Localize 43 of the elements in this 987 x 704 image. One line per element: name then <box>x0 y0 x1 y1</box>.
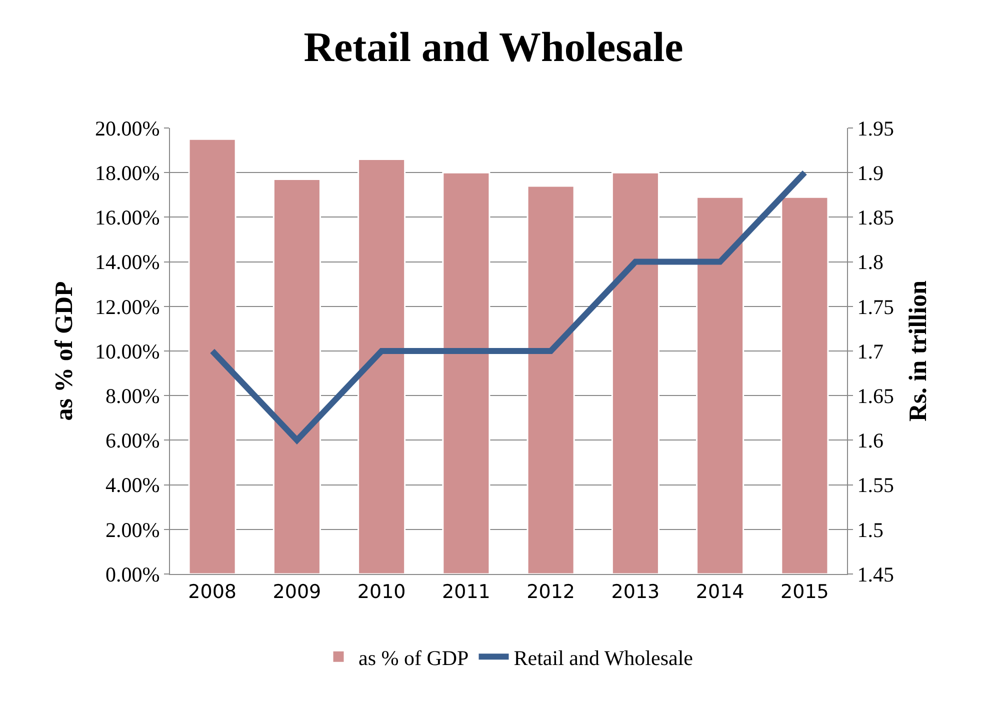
y-tick-label: 10.00% <box>95 339 160 364</box>
y-tick-label: 8.00% <box>106 384 160 408</box>
bar <box>526 185 575 574</box>
y-tick-label: 14.00% <box>95 250 160 274</box>
y2-tick-label: 1.95 <box>857 116 894 140</box>
bar <box>358 158 406 574</box>
y-tick-label: 4.00% <box>106 473 160 498</box>
y-tick-label: 20.00% <box>95 116 160 140</box>
x-tick-label: 2015 <box>780 580 829 603</box>
bar <box>696 196 744 574</box>
bar <box>611 172 660 574</box>
x-tick-label: 2013 <box>611 580 660 603</box>
x-tick-label: 2008 <box>188 580 236 603</box>
chart-title: Retail and Wholesale <box>304 25 684 72</box>
y2-axis-title: Rs. in trillion <box>904 280 932 422</box>
x-tick-label: 2011 <box>442 580 490 603</box>
y2-tick-label: 1.75 <box>857 294 894 319</box>
y2-tick-label: 1.9 <box>857 160 884 185</box>
y2-tick-label: 1.6 <box>857 428 884 453</box>
x-tick-label: 2009 <box>272 580 322 603</box>
y2-tick-label: 1.45 <box>857 562 894 586</box>
y2-tick-label: 1.65 <box>857 384 894 408</box>
y2-tick-label: 1.55 <box>857 473 894 498</box>
y2-tick-label: 1.5 <box>857 518 884 542</box>
bar <box>272 178 321 574</box>
y-axis-title: as % of GDP <box>50 281 78 421</box>
x-tick-label: 2012 <box>526 580 575 603</box>
bar <box>188 138 236 574</box>
bar <box>780 196 829 574</box>
y2-tick-label: 1.8 <box>857 250 884 274</box>
bar <box>442 172 490 574</box>
x-tick-label: 2014 <box>696 580 744 603</box>
legend-label: as % of GDP <box>358 646 469 670</box>
legend-label: Retail and Wholesale <box>514 646 693 670</box>
y-tick-label: 12.00% <box>95 294 160 319</box>
y-tick-label: 16.00% <box>95 206 160 230</box>
y-tick-label: 0.00% <box>106 562 160 586</box>
y-tick-label: 6.00% <box>106 428 160 453</box>
y-tick-label: 2.00% <box>106 518 160 542</box>
y-tick-label: 18.00% <box>95 160 160 185</box>
y2-tick-label: 1.7 <box>857 339 884 364</box>
y2-tick-label: 1.85 <box>857 206 894 230</box>
x-tick-label: 2010 <box>357 580 406 603</box>
